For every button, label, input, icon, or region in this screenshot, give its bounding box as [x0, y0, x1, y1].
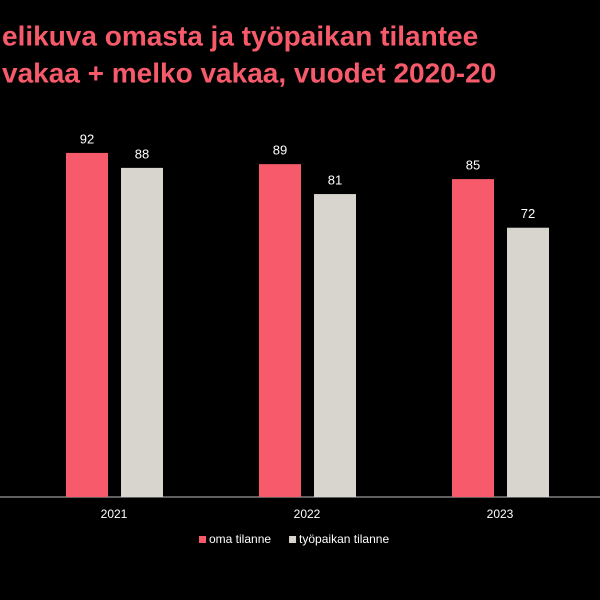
legend-label: oma tilanne [209, 532, 271, 546]
bar [452, 179, 494, 497]
data-label: 89 [273, 143, 287, 158]
legend-swatch [199, 536, 206, 543]
data-label: 72 [521, 206, 535, 221]
x-tick-label: 2023 [487, 507, 514, 521]
bar [66, 152, 108, 498]
bar [121, 167, 163, 497]
data-label: 81 [328, 172, 342, 187]
bar [314, 194, 356, 497]
chart-title: elikuva omasta ja työpaikan tilantee [2, 20, 478, 51]
data-label: 85 [466, 158, 480, 173]
data-label: 88 [135, 146, 149, 161]
x-tick-label: 2021 [101, 507, 128, 521]
bar [507, 227, 549, 497]
legend-label: työpaikan tilanne [299, 532, 389, 546]
bar [259, 164, 301, 497]
x-tick-label: 2022 [294, 507, 321, 521]
chart-title: vakaa + melko vakaa, vuodet 2020-20 [2, 57, 496, 88]
data-label: 92 [80, 131, 94, 146]
legend-swatch [289, 536, 297, 543]
